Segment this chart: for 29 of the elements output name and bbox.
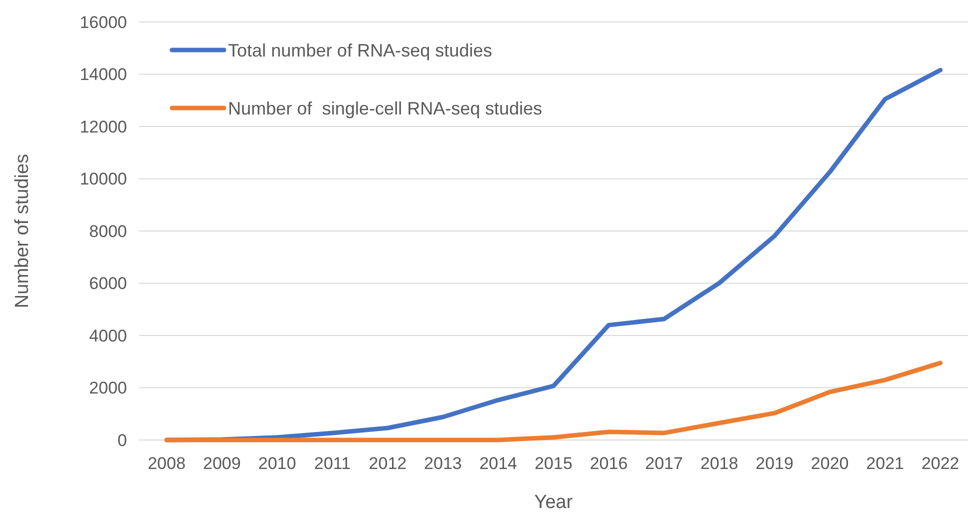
x-tick-label: 2011	[314, 454, 351, 473]
x-tick-label: 2014	[479, 454, 518, 473]
x-axis-title: Year	[534, 492, 574, 513]
x-tick-label: 2009	[202, 454, 241, 473]
legend-label: Total number of RNA-seq studies	[228, 40, 492, 60]
y-tick-label: 16000	[80, 12, 127, 32]
x-tick-label: 2008	[148, 454, 186, 473]
y-tick-label: 8000	[89, 222, 127, 241]
x-tick-label: 2015	[534, 454, 572, 473]
x-tick-label: 2018	[700, 454, 738, 473]
y-tick-label: 2000	[89, 378, 127, 398]
x-tick-label: 2012	[368, 454, 407, 473]
x-tick-label: 2021	[866, 454, 904, 473]
line-series	[164, 360, 943, 442]
y-tick-label: 12000	[80, 117, 127, 136]
x-tick-label: 2020	[810, 454, 849, 473]
y-tick-label: 10000	[80, 170, 127, 189]
y-tick-label: 4000	[89, 326, 127, 346]
y-tick-label: 6000	[89, 274, 127, 294]
x-tick-label: 2013	[424, 454, 462, 473]
legend-label: Number of single-cell RNA-seq studies	[228, 98, 542, 118]
x-tick-label: 2019	[756, 454, 794, 473]
y-axis-title: Number of studies	[12, 154, 33, 308]
x-tick-label: 2016	[590, 454, 628, 473]
x-tick-label: 2010	[258, 454, 296, 473]
y-tick-label: 0	[118, 430, 127, 450]
x-tick-label: 2022	[921, 454, 960, 473]
x-tick-label: 2017	[645, 454, 683, 473]
y-tick-label: 14000	[80, 65, 127, 84]
